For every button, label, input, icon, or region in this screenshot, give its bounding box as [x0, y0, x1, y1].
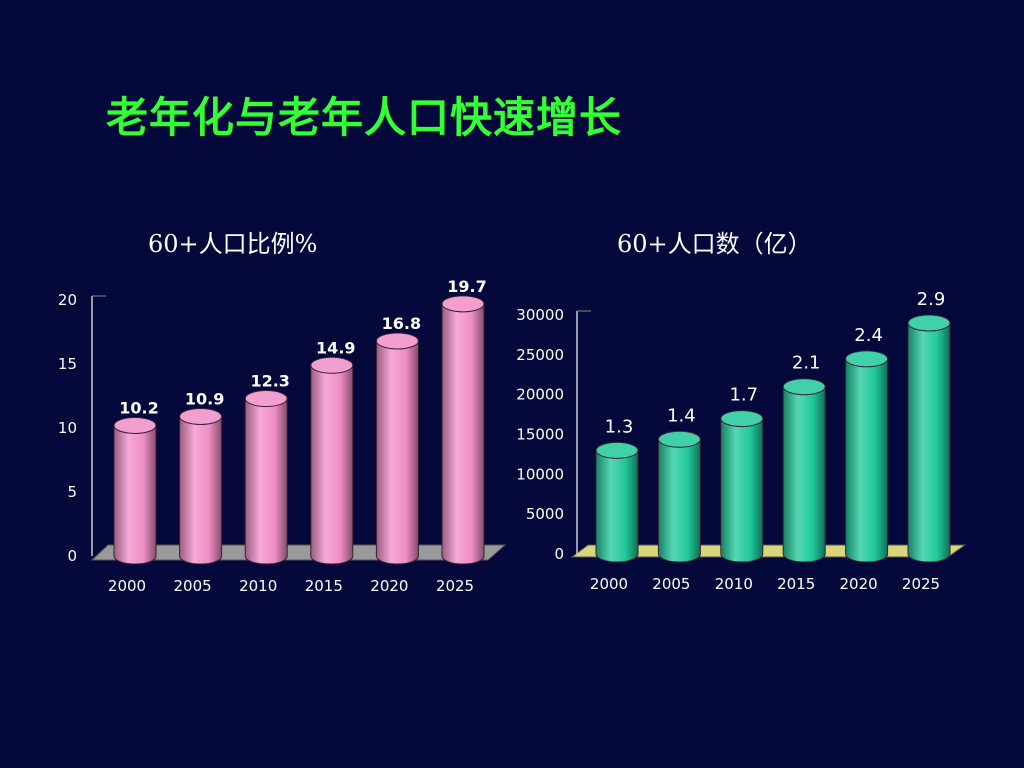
x-tick-label: 2025	[436, 577, 474, 595]
bar-top-2010	[244, 390, 288, 408]
data-label-2020: 16.8	[382, 314, 421, 333]
slide-title: 老年化与老年人口快速增长	[106, 93, 623, 142]
bar-top-2025	[907, 314, 951, 332]
bar-top-2005	[179, 407, 223, 425]
bar-2005	[179, 415, 223, 565]
x-tick-label: 2005	[652, 575, 690, 593]
chart-title-population: 60+人口数（亿）	[617, 230, 812, 258]
y-tick-label: 5	[67, 483, 77, 501]
y-tick-label: 10	[58, 419, 77, 437]
bar-2020	[845, 358, 889, 563]
data-label-2015: 14.9	[316, 338, 355, 357]
data-label-2005: 10.9	[185, 389, 224, 408]
x-tick-label: 2020	[370, 577, 408, 595]
x-tick-label: 2025	[902, 575, 940, 593]
data-label-2025: 2.9	[917, 289, 946, 310]
x-tick-label: 2020	[840, 575, 878, 593]
x-tick-label: 2000	[108, 577, 146, 595]
data-label-2000: 10.2	[119, 398, 158, 417]
x-tick-label: 2005	[174, 577, 212, 595]
data-label-2025: 19.7	[447, 277, 486, 296]
data-label-2020: 2.4	[854, 325, 883, 346]
y-tick-label: 20	[58, 291, 77, 309]
bar-top-2015	[310, 356, 354, 374]
bar-top-2000	[595, 441, 639, 459]
bar-top-2010	[720, 410, 764, 428]
chart-title-ratio: 60+人口比例%	[148, 230, 318, 258]
bar-top-2015	[782, 378, 826, 396]
data-label-2000: 1.3	[605, 416, 634, 437]
y-tick-label: 15	[58, 355, 77, 373]
x-tick-label: 2000	[590, 575, 628, 593]
bar-2015	[310, 364, 354, 565]
y-tick-label: 15000	[516, 426, 564, 444]
bar-top-2025	[441, 295, 485, 313]
data-label-2010: 1.7	[729, 385, 758, 406]
bar-2010	[244, 398, 288, 565]
bar-2005	[657, 438, 701, 563]
x-tick-label: 2015	[305, 577, 343, 595]
bar-2025	[441, 303, 485, 565]
y-tick-label: 5000	[526, 505, 564, 523]
x-tick-label: 2010	[239, 577, 277, 595]
y-tick-label: 0	[554, 545, 564, 563]
bar-top-2000	[113, 416, 157, 434]
data-label-2010: 12.3	[250, 372, 289, 391]
bar-2020	[375, 340, 419, 565]
bar-2025	[907, 322, 951, 563]
data-label-2015: 2.1	[792, 353, 821, 374]
bar-top-2005	[657, 430, 701, 448]
bar-top-2020	[845, 350, 889, 368]
y-tick-label: 25000	[516, 346, 564, 364]
data-label-2005: 1.4	[667, 405, 696, 426]
bar-2010	[720, 418, 764, 563]
bar-top-2020	[375, 332, 419, 350]
x-tick-label: 2015	[777, 575, 815, 593]
y-tick-label: 10000	[516, 465, 564, 483]
y-tick-label: 20000	[516, 386, 564, 404]
bar-2000	[113, 424, 157, 565]
y-tick-label: 0	[67, 547, 77, 565]
x-tick-label: 2010	[715, 575, 753, 593]
bar-2015	[782, 386, 826, 563]
y-tick-label: 30000	[516, 306, 564, 324]
bar-2000	[595, 449, 639, 563]
